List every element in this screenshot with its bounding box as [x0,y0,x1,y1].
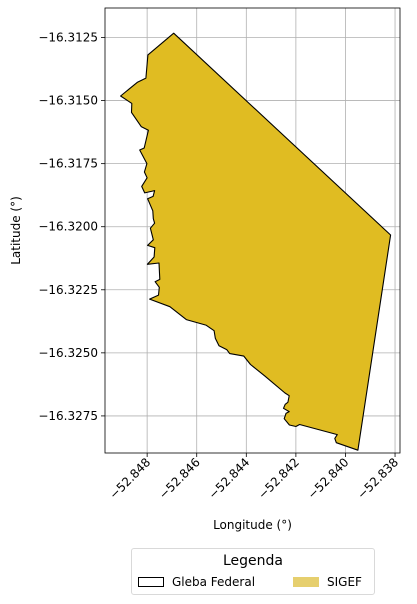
x-axis-label: Longitude (°) [213,518,292,532]
x-tick-label: −52.838 [354,455,401,502]
legend-label-sigef: SIGEF [327,575,362,589]
x-tick-label: −52.840 [305,455,352,502]
y-tick-label: −16.3275 [38,409,98,423]
x-tick-label: −52.848 [107,455,154,502]
gleba-federal-swatch [138,577,164,587]
sigef-polygon [120,33,391,451]
sigef-layer [120,33,391,451]
y-axis-ticks: −16.3125 −16.3150 −16.3175 −16.3200 −16.3225… [38,31,105,423]
y-tick-label: −16.3250 [38,346,98,360]
y-tick-label: −16.3200 [38,220,98,234]
legend-label-gleba-federal: Gleba Federal [172,575,256,589]
x-tick-label: −52.842 [255,455,302,502]
gleba-federal-polygon [120,32,392,451]
y-tick-label: −16.3175 [38,157,98,171]
x-tick-label: −52.846 [156,455,203,502]
y-tick-label: −16.3125 [38,31,98,45]
legend-item-gleba-federal: Gleba Federal [138,574,255,590]
x-axis-ticks: −52.848 −52.846 −52.844 −52.842 −52.840 −52.8… [107,453,401,502]
y-tick-label: −16.3225 [38,283,98,297]
y-axis-label: Latitude (°) [9,196,23,265]
sigef-swatch [293,577,319,587]
legend: Legenda Gleba Federal SIGEF [131,548,375,595]
axes-frame [104,7,401,454]
gleba-federal-layer [120,32,392,451]
x-tick-label: −52.844 [206,455,253,502]
legend-title: Legenda [222,553,283,569]
legend-item-sigef: SIGEF [293,574,362,590]
y-tick-label: −16.3150 [38,94,98,108]
